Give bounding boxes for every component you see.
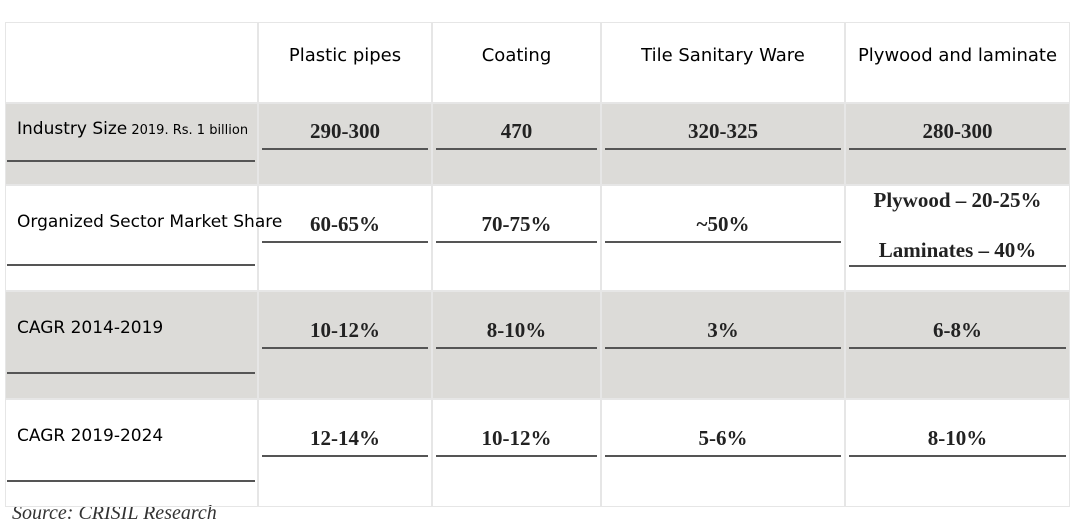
table-cell <box>601 185 845 291</box>
table-cell <box>845 185 1070 291</box>
cell-value: 60-65% <box>310 212 380 236</box>
cell-value: 280-300 <box>922 119 993 143</box>
cell-value: 5-6% <box>698 426 748 450</box>
header-cell <box>5 22 258 103</box>
cell-value: 8-10% <box>927 426 988 450</box>
column-header: Tile Sanitary Ware <box>641 45 805 66</box>
row-label-note: 2019. Rs. 1 billion <box>127 123 249 138</box>
table-cell <box>845 291 1070 399</box>
cell-value: ~50% <box>696 212 750 236</box>
row-label-text: Organized Sector Market Share <box>17 212 283 232</box>
row-label-text: CAGR 2019-2024 <box>17 426 164 446</box>
cell-value: 470 <box>500 119 533 143</box>
value-underline <box>849 265 1066 267</box>
table-cell <box>432 399 601 507</box>
value-underline <box>262 148 428 150</box>
row-label: CAGR 2014-2019 <box>17 318 163 338</box>
value-underline <box>262 455 428 457</box>
cell-value: 6-8% <box>933 318 982 342</box>
table-cell <box>601 291 845 399</box>
row-label: Industry Size 2019. Rs. 1 billion <box>17 119 248 139</box>
label-underline <box>7 264 255 266</box>
table-cell <box>845 399 1070 507</box>
value-underline <box>262 241 428 243</box>
table-cell <box>5 185 258 291</box>
column-header: Plastic pipes <box>288 45 402 66</box>
value-underline <box>605 148 841 150</box>
value-underline <box>849 455 1066 457</box>
table-cell <box>601 103 845 185</box>
value-underline <box>849 347 1066 349</box>
row-label-text: CAGR 2014-2019 <box>17 318 164 338</box>
table-cell <box>5 291 258 399</box>
value-underline <box>262 347 428 349</box>
table-cell <box>432 291 601 399</box>
value-underline <box>436 455 597 457</box>
cell-value: 10-12% <box>481 426 552 450</box>
source: Source: CRISIL Research <box>12 502 217 524</box>
cell-value: 70-75% <box>481 212 552 236</box>
label-underline <box>7 160 255 162</box>
cell-value: Plywood – 20-25% <box>873 188 1042 212</box>
label-underline <box>7 480 255 482</box>
column-header: Plywood and laminate <box>857 45 1058 66</box>
table-cell <box>601 399 845 507</box>
table-cell <box>845 103 1070 185</box>
header-cell <box>601 22 845 103</box>
value-underline <box>436 148 597 150</box>
label-underline <box>7 372 255 374</box>
cell-value: 12-14% <box>310 426 380 450</box>
table-cell <box>258 399 432 507</box>
table-cell <box>5 103 258 185</box>
value-underline <box>849 148 1066 150</box>
value-underline <box>605 455 841 457</box>
table-cell <box>432 185 601 291</box>
table-cell <box>258 185 432 291</box>
cell-value: 10-12% <box>310 318 380 342</box>
value-underline <box>605 241 841 243</box>
cell-value: Laminates – 40% <box>878 238 1037 262</box>
table-cell <box>432 103 601 185</box>
table-cell <box>258 291 432 399</box>
cell-value: 8-10% <box>486 318 547 342</box>
cell-value: 290-300 <box>310 119 380 143</box>
table-cell <box>5 399 258 507</box>
row-label-text: Industry Size <box>17 119 128 139</box>
value-underline <box>436 241 597 243</box>
table-cell <box>258 103 432 185</box>
value-underline <box>436 347 597 349</box>
row-label: CAGR 2019-2024 <box>17 426 163 446</box>
cell-value: 3% <box>707 318 739 342</box>
header-cell <box>432 22 601 103</box>
cell-value: 320-325 <box>688 119 758 143</box>
header-cell <box>845 22 1070 103</box>
value-underline <box>605 347 841 349</box>
column-header: Coating <box>481 45 552 66</box>
row-label: Organized Sector Market Share <box>17 212 282 232</box>
header-cell <box>258 22 432 103</box>
